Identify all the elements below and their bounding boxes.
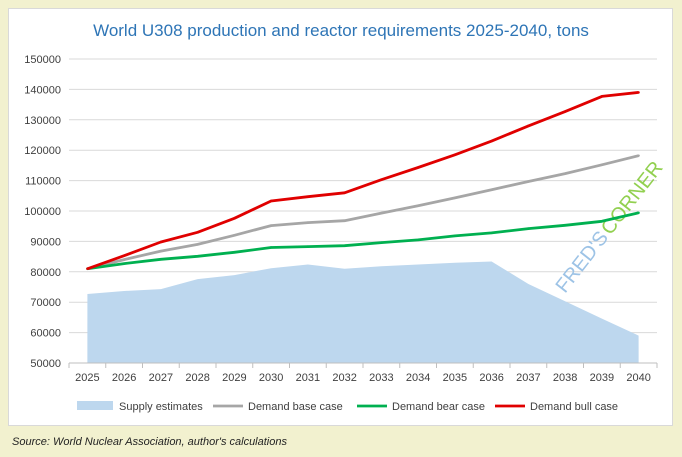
- x-tick-label-2036: 2036: [479, 372, 503, 384]
- series-point-demand-base-case-2028: [196, 243, 199, 246]
- series-point-demand-bear-case-2031: [306, 245, 310, 248]
- x-tick-label-2032: 2032: [332, 372, 356, 384]
- watermark-text-corner: CORNER: [597, 157, 668, 239]
- x-tick-label-2040: 2040: [626, 372, 650, 384]
- series-point-demand-bear-case-2038: [563, 224, 567, 227]
- y-tick-label-60000: 60000: [30, 328, 61, 340]
- watermark-text-fred: FRED'S: [552, 227, 613, 297]
- y-tick-label-80000: 80000: [30, 267, 61, 279]
- series-point-demand-bear-case-2030: [269, 246, 273, 249]
- series-point-demand-bull-case-2032: [343, 191, 346, 194]
- series-point-demand-bear-case-2033: [380, 241, 383, 244]
- series-point-demand-base-case-2031: [306, 221, 310, 224]
- watermark-text: FRED'SCORNER: [552, 157, 668, 297]
- y-tick-label-90000: 90000: [30, 236, 61, 248]
- y-tick-label-110000: 110000: [25, 176, 61, 188]
- series-point-demand-base-case-2030: [269, 224, 273, 227]
- legend-label-demand-bear-case: Demand bear case: [392, 401, 485, 413]
- series-point-demand-bull-case-2026: [122, 254, 126, 257]
- x-tick-label-2029: 2029: [222, 372, 246, 384]
- y-tick-label-130000: 130000: [24, 115, 61, 127]
- series-point-demand-base-case-2037: [527, 180, 530, 183]
- x-tick-label-2025: 2025: [75, 372, 99, 384]
- series-point-demand-bear-case-2032: [343, 244, 346, 247]
- legend-label-supply-estimates: Supply estimates: [119, 401, 203, 413]
- watermark: FRED'SCORNER: [552, 157, 668, 297]
- legend-label-demand-base-case: Demand base case: [248, 401, 343, 413]
- series-point-demand-base-case-2026: [122, 258, 126, 261]
- y-tick-label-50000: 50000: [30, 358, 61, 370]
- x-tick-label-2037: 2037: [516, 372, 540, 384]
- series-line-demand-base-case: [87, 154, 639, 271]
- series-point-demand-bear-case-2036: [490, 231, 493, 235]
- series-point-demand-base-case-2040: [637, 154, 640, 157]
- series-point-demand-base-case-2036: [490, 188, 493, 191]
- series-point-demand-base-case-2033: [380, 211, 383, 215]
- series-point-demand-bear-case-2037: [527, 227, 530, 230]
- series-point-demand-base-case-2027: [159, 249, 163, 253]
- source-note: Source: World Nuclear Association, autho…: [12, 436, 287, 448]
- series-point-demand-bear-case-2040: [637, 211, 640, 215]
- x-tick-label-2026: 2026: [112, 372, 136, 384]
- series-point-demand-bull-case-2027: [159, 240, 163, 244]
- series-point-demand-base-case-2038: [563, 172, 567, 175]
- x-tick-label-2030: 2030: [259, 372, 283, 384]
- x-tick-label-2027: 2027: [149, 372, 173, 384]
- series-point-demand-base-case-2034: [416, 204, 420, 208]
- series-area-supply-estimates: [87, 261, 639, 363]
- series-point-demand-bull-case-2038: [563, 110, 567, 113]
- series-point-demand-bull-case-2025: [86, 267, 89, 270]
- series-point-demand-bear-case-2035: [453, 234, 457, 238]
- series-point-demand-bear-case-2028: [196, 255, 199, 258]
- series-point-demand-bull-case-2036: [490, 139, 493, 143]
- series-point-demand-bear-case-2029: [233, 251, 236, 254]
- series-point-demand-bear-case-2026: [122, 262, 126, 265]
- x-tick-label-2035: 2035: [443, 372, 467, 384]
- series-point-demand-bear-case-2027: [159, 258, 163, 261]
- x-tick-label-2034: 2034: [406, 372, 430, 384]
- x-tick-label-2033: 2033: [369, 372, 393, 384]
- series-point-demand-bull-case-2029: [233, 217, 236, 220]
- series-point-demand-base-case-2032: [343, 219, 346, 222]
- series-point-demand-bull-case-2039: [600, 95, 604, 98]
- series-point-demand-bull-case-2031: [306, 195, 310, 198]
- x-tick-label-2039: 2039: [590, 372, 614, 384]
- series-point-demand-bear-case-2039: [600, 220, 604, 223]
- series-line-demand-bull-case: [86, 91, 639, 271]
- y-tick-label-100000: 100000: [24, 206, 61, 218]
- y-tick-label-70000: 70000: [30, 297, 61, 309]
- chart-frame: World U308 production and reactor requir…: [8, 8, 673, 426]
- legend-swatch-supply-estimates: [77, 401, 113, 410]
- y-tick-label-140000: 140000: [24, 84, 61, 96]
- chart-title: World U308 production and reactor requir…: [93, 21, 589, 40]
- series-point-demand-bull-case-2030: [269, 199, 273, 203]
- series-point-demand-bull-case-2034: [416, 166, 420, 169]
- series-point-demand-bull-case-2028: [196, 231, 199, 234]
- series-point-demand-bull-case-2040: [637, 91, 640, 94]
- series-point-demand-bull-case-2035: [453, 153, 457, 156]
- legend-label-demand-bull-case: Demand bull case: [530, 401, 618, 413]
- series-point-demand-bull-case-2033: [380, 178, 383, 181]
- y-tick-label-150000: 150000: [24, 54, 61, 66]
- series-point-demand-bull-case-2037: [527, 124, 530, 128]
- x-tick-label-2031: 2031: [296, 372, 320, 384]
- chart-svg: World U308 production and reactor requir…: [24, 21, 668, 413]
- series-line-demand-bear-case: [87, 211, 639, 271]
- series-point-demand-base-case-2039: [600, 163, 604, 166]
- x-tick-label-2038: 2038: [553, 372, 577, 384]
- series-point-demand-base-case-2035: [453, 196, 457, 200]
- series-point-demand-base-case-2029: [233, 234, 236, 237]
- y-tick-label-120000: 120000: [24, 145, 61, 157]
- series-point-demand-bear-case-2034: [416, 238, 420, 242]
- x-tick-label-2028: 2028: [185, 372, 209, 384]
